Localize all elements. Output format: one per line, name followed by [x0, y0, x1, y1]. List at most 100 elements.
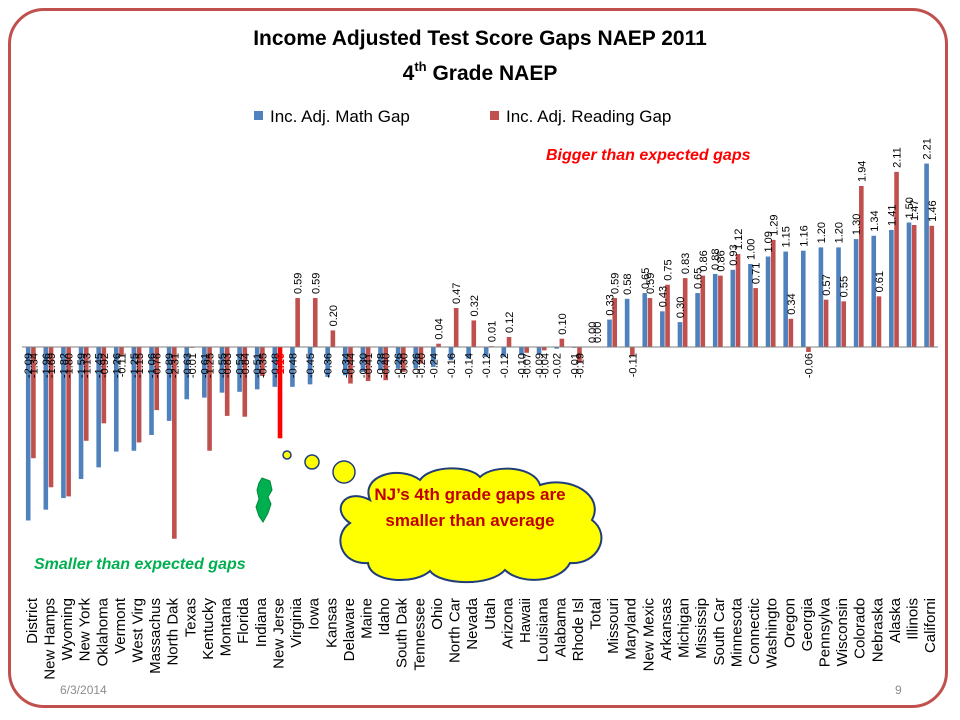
value-label-reading-10: -1.25	[205, 353, 217, 378]
value-label-math-38: 0.65	[693, 268, 705, 289]
value-label-reading-48: 0.61	[874, 271, 886, 292]
bar-reading-50	[911, 224, 917, 347]
value-label-reading-46: 0.55	[839, 276, 851, 297]
category-label-51: Californi	[922, 598, 939, 653]
category-label-20: Idaho	[376, 598, 393, 636]
nj-map-icon	[255, 477, 273, 523]
category-label-12: Florida	[235, 597, 252, 644]
category-label-24: North Car	[447, 598, 464, 663]
value-label-reading-39: 0.86	[715, 250, 727, 271]
bar-reading-1	[48, 347, 54, 488]
value-label-reading-21: -0.30	[398, 353, 410, 378]
bar-reading-17	[330, 330, 336, 347]
chart-title: Income Adjusted Test Score Gaps NAEP 201…	[253, 27, 707, 50]
value-label-math-40: 0.93	[728, 244, 740, 265]
bar-math-20	[378, 347, 383, 371]
bar-reading-43	[788, 318, 794, 347]
bubble-large	[332, 460, 356, 484]
value-label-reading-49: 2.11	[892, 147, 904, 168]
slide-date: 6/3/2014	[60, 683, 107, 697]
value-label-reading-50: 1.47	[909, 200, 921, 221]
value-label-math-50: 1.50	[904, 197, 916, 218]
category-label-18: Delaware	[341, 598, 358, 661]
smaller-gaps-label: Smaller than expected gaps	[34, 556, 246, 573]
category-label-21: South Dak	[394, 598, 411, 669]
value-label-reading-40: 1.12	[733, 229, 745, 250]
value-label-math-35: 0.65	[640, 268, 652, 289]
bar-math-7	[149, 347, 154, 435]
category-label-11: Montana	[218, 597, 235, 656]
bar-reading-42	[770, 239, 776, 347]
bar-math-39	[712, 273, 718, 347]
value-label-math-8: -0.89	[164, 353, 176, 378]
value-label-math-10: -0.61	[199, 353, 211, 378]
value-label-math-34: 0.58	[622, 273, 634, 294]
category-label-19: Maine	[359, 598, 376, 639]
bar-math-8	[166, 347, 172, 421]
category-label-34: Maryland	[623, 598, 640, 660]
value-label-reading-8: -2.31	[169, 353, 181, 378]
value-label-math-25: -0.14	[464, 353, 476, 378]
category-labels: District New Hamps Wyoming New York Oklahoma…	[24, 597, 939, 680]
bar-reading-19	[365, 347, 371, 382]
bar-reading-20	[383, 347, 389, 381]
bar-reading-36	[665, 284, 670, 347]
bar-math-10	[202, 347, 207, 398]
value-label-math-16: -0.45	[305, 353, 317, 378]
value-label-reading-45: 0.57	[821, 274, 833, 295]
bar-math-12	[237, 347, 242, 392]
category-label-35: New Mexic	[640, 598, 657, 672]
bar-math-50	[906, 222, 912, 347]
bar-reading-2	[66, 347, 71, 497]
value-label-reading-24: 0.47	[451, 283, 463, 304]
value-label-reading-25: 0.32	[469, 295, 481, 316]
value-label-reading-34: -0.11	[627, 353, 639, 377]
category-label-6: West Virg	[130, 598, 147, 662]
value-label-reading-11: -0.83	[222, 353, 234, 378]
category-label-38: Mississip	[693, 598, 710, 659]
value-label-math-41: 1.00	[745, 239, 757, 260]
value-label-math-21: -0.26	[393, 353, 405, 378]
bar-math-0	[25, 347, 31, 521]
value-label-math-13: -0.51	[252, 353, 264, 378]
bar-math-48	[871, 235, 877, 347]
bar-math-2	[61, 347, 66, 499]
bar-reading-14	[277, 347, 283, 439]
chart-subtitle-main: 4	[403, 62, 415, 85]
value-label-reading-4: -0.92	[99, 353, 111, 378]
bar-reading-3	[83, 347, 89, 441]
bar-reading-7	[154, 347, 160, 411]
bar-math-11	[219, 347, 225, 393]
bar-math-16	[307, 347, 313, 385]
value-label-reading-33: 0.59	[610, 273, 622, 294]
bar-math-36	[660, 311, 665, 347]
value-label-math-30: -0.02	[552, 353, 564, 378]
value-label-reading-19: -0.41	[363, 353, 375, 378]
category-label-7: Massachus	[147, 598, 164, 674]
value-label-reading-44: -0.06	[803, 353, 815, 378]
bar-reading-40	[735, 254, 741, 347]
bar-reading-13	[260, 347, 265, 377]
value-label-reading-12: -0.84	[240, 353, 252, 378]
bar-reading-12	[242, 347, 248, 417]
bar-math-49	[889, 229, 894, 347]
bar-math-41	[748, 264, 753, 347]
value-label-math-9: -0.63	[182, 353, 194, 378]
value-label-reading-16: 0.59	[310, 273, 322, 294]
bubble-medium	[304, 454, 320, 470]
value-labels: -2.09-1.34 -1.96-1.69 -1.82-1.80 -1.59-1.13…	[23, 138, 939, 378]
bar-reading-38	[700, 275, 706, 347]
bar-math-18	[342, 347, 348, 376]
callout-cloud	[339, 467, 603, 584]
category-label-45: Pennsylva	[817, 597, 834, 667]
category-label-22: Tennessee	[411, 598, 428, 671]
value-label-reading-5: -0.11	[116, 353, 128, 377]
bar-reading-28	[524, 347, 529, 353]
value-label-math-24: -0.16	[446, 353, 458, 378]
legend-label-math: Inc. Adj. Math Gap	[270, 107, 410, 126]
category-label-25: Nevada	[464, 597, 481, 649]
value-label-math-3: -1.59	[76, 353, 88, 378]
value-label-reading-42: 1.29	[768, 215, 780, 236]
value-label-reading-0: -1.34	[28, 353, 40, 378]
